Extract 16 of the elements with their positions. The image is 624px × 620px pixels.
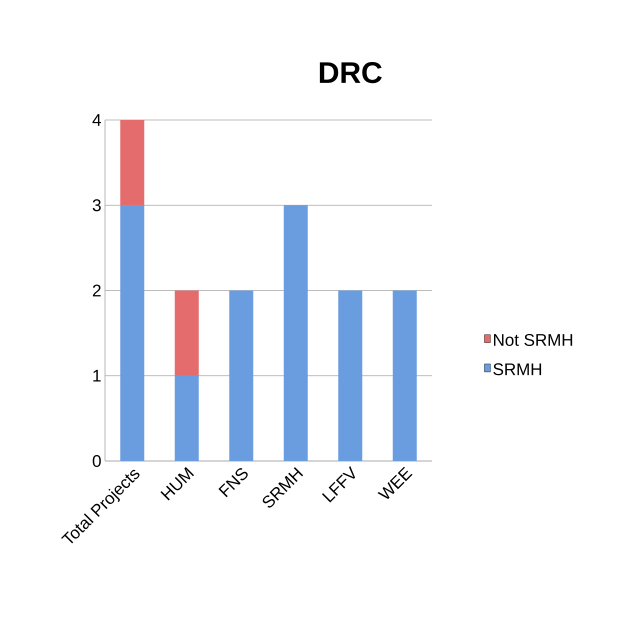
bar [338,290,362,461]
legend-label: Not SRMH [494,334,572,346]
bar [120,205,144,461]
legend-label: SRMH [493,363,542,376]
chart-title: DRC [320,62,382,84]
y-tick-label: 3 [92,199,101,212]
bar [392,290,417,461]
bar [174,376,199,461]
y-tick-label: 1 [93,370,101,382]
y-tick-label: 2 [92,284,101,296]
bar [284,205,308,461]
y-tick-label: 4 [92,114,101,126]
y-tick-label: 0 [92,454,101,467]
bar [174,290,199,376]
bar [229,290,254,461]
bar [120,120,144,206]
